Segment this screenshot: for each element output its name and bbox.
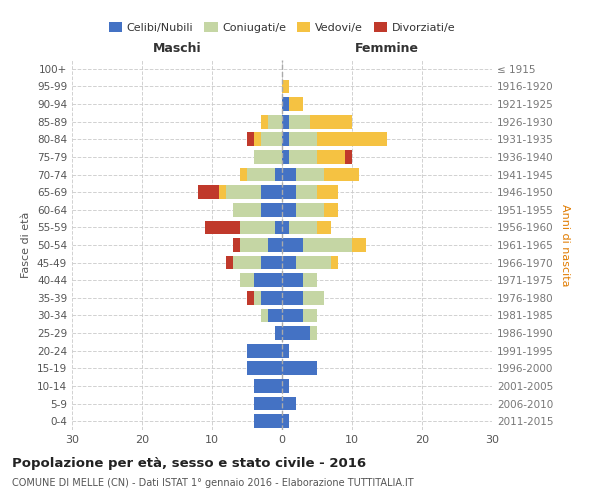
Bar	[275, 168, 282, 181]
Bar	[317, 186, 338, 199]
Bar	[240, 220, 275, 234]
Bar	[254, 150, 282, 164]
Bar	[324, 203, 338, 216]
Y-axis label: Anni di nascita: Anni di nascita	[560, 204, 570, 286]
Bar	[268, 308, 282, 322]
Bar	[303, 238, 352, 252]
Bar	[282, 168, 296, 181]
Bar	[345, 150, 352, 164]
Bar	[282, 308, 303, 322]
Bar	[282, 115, 289, 128]
Bar	[324, 168, 359, 181]
Bar	[282, 186, 296, 199]
Bar	[282, 414, 289, 428]
Bar	[275, 220, 282, 234]
Bar	[254, 274, 282, 287]
Bar	[282, 132, 289, 146]
Bar	[282, 238, 303, 252]
Bar	[247, 291, 254, 304]
Bar	[310, 326, 317, 340]
Bar	[261, 291, 282, 304]
Bar	[247, 344, 282, 358]
Bar	[240, 274, 254, 287]
Bar	[282, 80, 289, 94]
Bar	[296, 256, 331, 270]
Text: Femmine: Femmine	[355, 42, 419, 54]
Bar	[282, 256, 296, 270]
Bar	[261, 256, 282, 270]
Legend: Celibi/Nubili, Coniugati/e, Vedovi/e, Divorziati/e: Celibi/Nubili, Coniugati/e, Vedovi/e, Di…	[104, 18, 460, 37]
Bar	[240, 168, 247, 181]
Bar	[261, 115, 268, 128]
Bar	[247, 132, 254, 146]
Bar	[331, 256, 338, 270]
Text: COMUNE DI MELLE (CN) - Dati ISTAT 1° gennaio 2016 - Elaborazione TUTTITALIA.IT: COMUNE DI MELLE (CN) - Dati ISTAT 1° gen…	[12, 478, 413, 488]
Bar	[289, 115, 310, 128]
Bar	[282, 203, 296, 216]
Bar	[261, 308, 268, 322]
Bar	[261, 186, 282, 199]
Bar	[303, 291, 324, 304]
Bar	[254, 291, 261, 304]
Bar	[317, 132, 387, 146]
Bar	[317, 150, 345, 164]
Bar	[247, 362, 282, 375]
Bar	[233, 203, 261, 216]
Bar	[282, 291, 303, 304]
Bar	[240, 238, 268, 252]
Bar	[303, 308, 317, 322]
Bar	[282, 97, 289, 111]
Bar	[226, 256, 233, 270]
Bar	[296, 203, 324, 216]
Bar	[219, 186, 226, 199]
Bar	[261, 132, 282, 146]
Text: Popolazione per età, sesso e stato civile - 2016: Popolazione per età, sesso e stato civil…	[12, 458, 366, 470]
Bar	[310, 115, 352, 128]
Bar	[317, 220, 331, 234]
Bar	[268, 115, 282, 128]
Bar	[282, 150, 289, 164]
Bar	[282, 274, 303, 287]
Y-axis label: Fasce di età: Fasce di età	[22, 212, 31, 278]
Bar	[282, 396, 296, 410]
Bar	[352, 238, 366, 252]
Bar	[303, 274, 317, 287]
Bar	[289, 150, 317, 164]
Bar	[282, 326, 310, 340]
Bar	[275, 326, 282, 340]
Bar	[296, 186, 317, 199]
Bar	[254, 396, 282, 410]
Bar	[282, 344, 289, 358]
Bar	[254, 414, 282, 428]
Bar	[296, 168, 324, 181]
Bar	[254, 379, 282, 393]
Bar	[233, 256, 261, 270]
Bar	[261, 203, 282, 216]
Bar	[289, 132, 317, 146]
Text: Maschi: Maschi	[152, 42, 202, 54]
Bar	[233, 238, 240, 252]
Bar	[289, 97, 303, 111]
Bar	[282, 379, 289, 393]
Bar	[268, 238, 282, 252]
Bar	[198, 186, 219, 199]
Bar	[247, 168, 275, 181]
Bar	[254, 132, 261, 146]
Bar	[205, 220, 240, 234]
Bar	[289, 220, 317, 234]
Bar	[282, 220, 289, 234]
Bar	[226, 186, 261, 199]
Bar	[282, 362, 317, 375]
